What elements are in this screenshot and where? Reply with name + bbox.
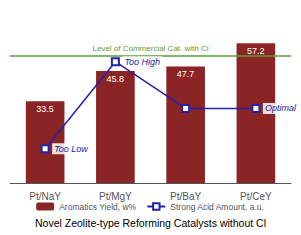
svg-text:Novel Zeolite-type Reforming C: Novel Zeolite-type Reforming Catalysts w…	[35, 217, 266, 229]
svg-text:Too Low: Too Low	[54, 144, 88, 154]
svg-text:45.8: 45.8	[107, 74, 125, 84]
svg-text:Too High: Too High	[124, 57, 160, 67]
svg-text:57.2: 57.2	[247, 46, 265, 56]
svg-text:Optimal: Optimal	[265, 103, 297, 113]
svg-text:Pt/MgY: Pt/MgY	[99, 191, 132, 202]
svg-text:33.5: 33.5	[36, 104, 54, 114]
svg-text:Pt/CeY: Pt/CeY	[240, 191, 272, 202]
svg-text:Aromatics Yield, w%: Aromatics Yield, w%	[59, 202, 136, 212]
svg-text:Pt/NaY: Pt/NaY	[29, 191, 61, 202]
svg-text:Strong Acid Amount, a.u.: Strong Acid Amount, a.u.	[170, 202, 264, 212]
svg-text:Pt/BaY: Pt/BaY	[170, 191, 201, 202]
svg-text:Level of Commercial Cat. with: Level of Commercial Cat. with Cl	[92, 44, 208, 53]
svg-text:47.7: 47.7	[177, 69, 195, 79]
